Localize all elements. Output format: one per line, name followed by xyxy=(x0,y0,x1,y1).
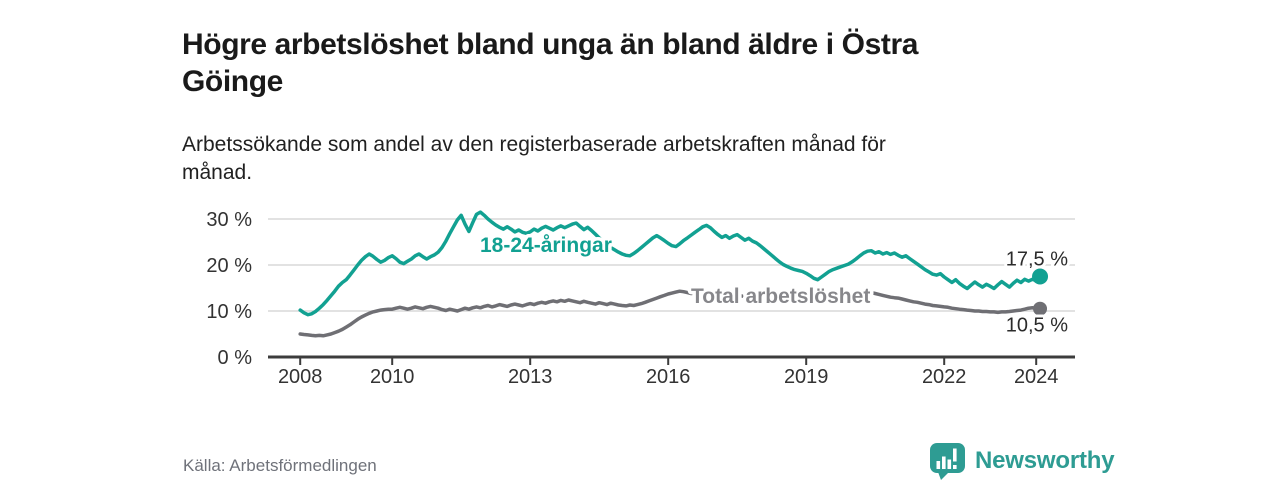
y-axis-tick-label: 30 % xyxy=(206,209,252,231)
x-axis-tick-label: 2024 xyxy=(1014,366,1059,388)
series-label: Total arbetslöshet xyxy=(691,285,870,308)
series-end-value-label: 17,5 % xyxy=(1006,249,1068,271)
series-end-dot xyxy=(1033,301,1048,316)
page-title: Högre arbetslöshet bland unga än bland ä… xyxy=(182,28,919,99)
newsworthy-speech-bubble-chart-icon xyxy=(930,443,965,480)
brand-wordmark: Newsworthy xyxy=(975,447,1115,474)
y-axis-tick-label: 0 % xyxy=(218,347,253,369)
x-axis-tick-label: 2022 xyxy=(922,366,967,388)
chart-subtitle: Arbetssökande som andel av den registerb… xyxy=(182,133,886,184)
line-chart: 0 % 10 % 20 % 30 % 2008 2010 2013 2016 2019 2022 2… xyxy=(0,190,1280,420)
brand-logo[interactable]: Newsworthy xyxy=(929,442,1115,480)
series-end-dot xyxy=(1032,268,1049,285)
series-label: 18-24-åringar xyxy=(480,234,612,257)
x-axis-tick-label: 2008 xyxy=(278,366,323,388)
y-axis-tick-label: 10 % xyxy=(206,301,252,323)
x-axis-tick-label: 2016 xyxy=(646,366,691,388)
x-axis-tick-label: 2013 xyxy=(508,366,553,388)
y-axis-tick-label: 20 % xyxy=(206,255,252,277)
source-credit: Källa: Arbetsförmedlingen xyxy=(183,456,377,475)
line-chart-svg: 0 % 10 % 20 % 30 % 2008 2010 2013 2016 2019 2022 2… xyxy=(206,209,1075,388)
series-line-total xyxy=(298,289,1042,338)
x-axis-tick-label: 2010 xyxy=(370,366,415,388)
series-line-youth xyxy=(298,210,1042,317)
x-axis-tick-label: 2019 xyxy=(784,366,829,388)
series-end-value-label: 10,5 % xyxy=(1006,315,1068,337)
